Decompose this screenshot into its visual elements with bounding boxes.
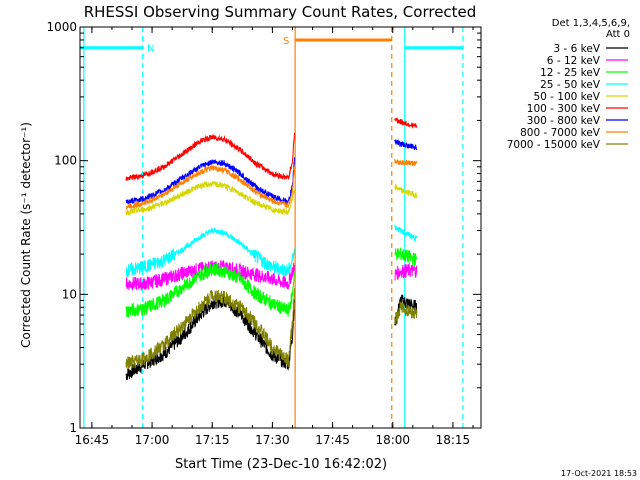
legend-label-2: 12 - 25 keV: [540, 67, 601, 79]
x-tick-label-4: 17:45: [315, 433, 350, 447]
chart-title: RHESSI Observing Summary Count Rates, Co…: [84, 3, 477, 21]
series-line-2: [125, 247, 417, 318]
legend-label-1: 6 - 12 keV: [547, 55, 601, 67]
legend-label-4: 50 - 100 keV: [533, 91, 600, 103]
series-line-8: [125, 288, 418, 370]
legend-label-5: 100 - 300 keV: [527, 103, 601, 115]
series-line-5: [125, 117, 418, 182]
legend-label-7: 800 - 7000 keV: [520, 127, 601, 139]
legend-header-0: Det 1,3,4,5,6,9,: [552, 18, 630, 29]
legend-label-6: 300 - 800 keV: [527, 115, 601, 127]
y-tick-label-3: 1000: [46, 20, 77, 34]
footer-date: 17-Oct-2021 18:53: [561, 469, 637, 478]
x-tick-label-3: 17:30: [255, 433, 290, 447]
legend-label-3: 25 - 50 keV: [540, 79, 601, 91]
legend-label-0: 3 - 6 keV: [553, 43, 600, 55]
x-tick-label-1: 17:00: [135, 433, 170, 447]
y-axis-label: Corrected Count Rate (s⁻¹ detector⁻¹): [19, 122, 33, 348]
interval-label-2: S: [283, 36, 289, 47]
x-axis-label: Start Time (23-Dec-10 16:42:02): [175, 457, 387, 472]
x-tick-label-6: 18:15: [436, 433, 471, 447]
x-tick-label-0: 16:45: [75, 433, 110, 447]
series-line-4: [125, 180, 418, 216]
y-tick-label-2: 100: [54, 154, 77, 168]
legend-label-8: 7000 - 15000 keV: [507, 139, 601, 151]
plot-area: N S 16:45 17:00 17:15 17:30 17:45 18:00 18:15 1 10…: [46, 20, 482, 447]
x-tick-label-5: 18:00: [375, 433, 410, 447]
interval-label-0: N: [147, 44, 154, 55]
series-line-3: [125, 223, 418, 278]
series-line-6: [125, 138, 418, 205]
legend-header-1: Att 0: [606, 29, 630, 40]
plot-frame: [79, 26, 482, 429]
y-tick-label-1: 10: [62, 287, 77, 301]
x-tick-label-2: 17:15: [195, 433, 230, 447]
series-line-7: [125, 158, 418, 211]
y-tick-label-0: 1: [69, 421, 77, 435]
